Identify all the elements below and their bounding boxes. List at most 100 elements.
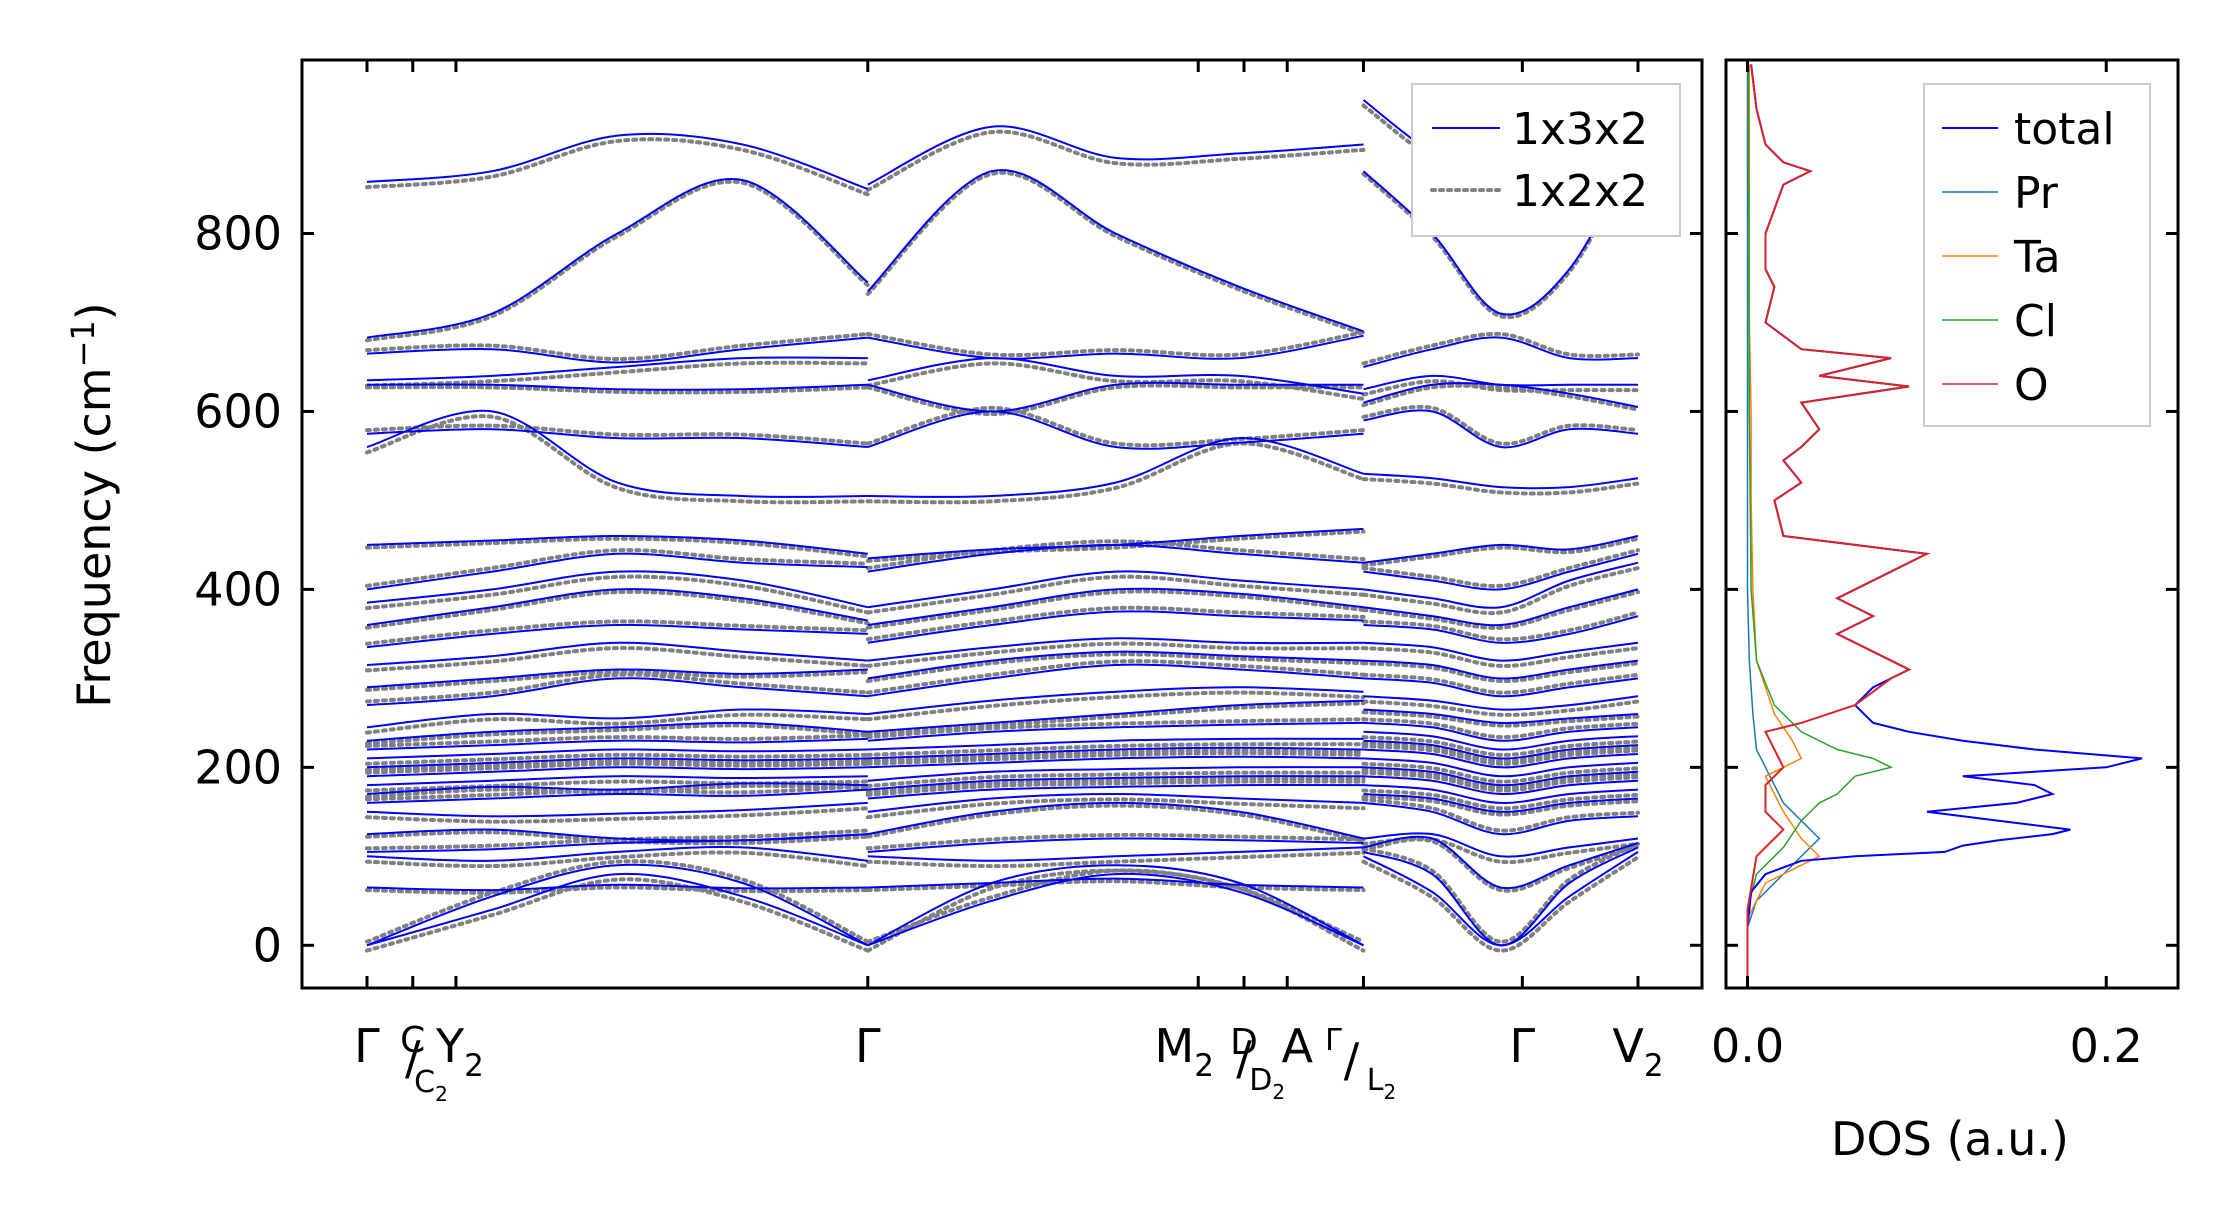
band-line-1x2x2 [1361, 797, 1640, 833]
band-line-1x3x2 [1363, 739, 1639, 760]
band-line-1x3x2 [1363, 588, 1639, 627]
band-line-1x3x2 [1363, 552, 1639, 591]
band-line-1x2x2 [865, 803, 1366, 844]
y-tick-label: 800 [194, 206, 282, 260]
band-line-1x2x2 [1361, 590, 1640, 630]
band-line-1x2x2 [865, 770, 1366, 788]
band-line-1x2x2 [1361, 841, 1640, 944]
band-line-1x2x2 [1361, 646, 1640, 668]
band-line-1x3x2 [366, 588, 868, 626]
band-line-1x2x2 [365, 360, 870, 388]
x-tick-label: C2 [414, 1065, 448, 1106]
band-line-1x3x2 [1363, 535, 1639, 564]
band-line-1x3x2 [867, 125, 1364, 186]
band-line-1x3x2 [1363, 615, 1639, 644]
dos-x-tick-label: 0.2 [2070, 1019, 2143, 1073]
band-line-1x2x2 [865, 797, 1366, 820]
band-line-1x2x2 [1361, 379, 1640, 397]
x-tick-label: Γ [1510, 1019, 1536, 1073]
band-line-1x2x2 [865, 641, 1366, 668]
band-line-1x2x2 [365, 877, 870, 953]
band-line-1x2x2 [365, 759, 870, 772]
band-line-1x3x2 [1363, 846, 1639, 947]
band-line-1x2x2 [865, 605, 1366, 642]
band-line-1x2x2 [865, 129, 1366, 192]
band-line-1x2x2 [865, 383, 1366, 417]
band-line-1x3x2 [867, 410, 1364, 450]
band-line-1x2x2 [1361, 477, 1640, 496]
dos-line-ta [1746, 64, 1821, 988]
band-line-1x2x2 [865, 441, 1366, 505]
band-line-1x3x2 [366, 356, 868, 382]
band-line-1x2x2 [1361, 855, 1640, 953]
band-line-1x2x2 [1361, 536, 1640, 568]
band-line-1x2x2 [1361, 768, 1640, 790]
x-tick-label: / [1236, 1031, 1252, 1085]
band-line-1x2x2 [365, 646, 870, 673]
band-line-1x3x2 [1363, 832, 1639, 858]
band-line-1x3x2 [366, 737, 868, 751]
y-tick-label: 600 [194, 384, 282, 438]
band-line-1x2x2 [865, 659, 1366, 695]
band-line-1x3x2 [1363, 748, 1639, 769]
y-axis-label: Frequency (cm−1) [64, 302, 121, 707]
band-line-1x2x2 [365, 179, 870, 343]
band-line-1x3x2 [867, 864, 1364, 947]
band-line-1x2x2 [1361, 710, 1640, 728]
band-line-1x2x2 [865, 701, 1366, 737]
band-line-1x3x2 [867, 792, 1364, 813]
band-line-1x3x2 [867, 381, 1364, 413]
band-line-1x3x2 [867, 587, 1364, 626]
band-line-1x2x2 [865, 832, 1366, 851]
x-tick-label: / [405, 1031, 421, 1085]
x-tick-label: Γ [1325, 1023, 1342, 1058]
x-tick-label: Γ [855, 1019, 881, 1073]
x-tick-label: V2 [1612, 1019, 1663, 1084]
band-line-1x3x2 [366, 775, 868, 787]
x-tick-label: L2 [1367, 1063, 1396, 1104]
band-line-1x3x2 [1363, 757, 1639, 778]
band-line-1x3x2 [1363, 336, 1639, 368]
band-line-1x3x2 [1363, 775, 1639, 796]
band-line-1x2x2 [865, 405, 1366, 448]
band-line-1x2x2 [865, 776, 1366, 795]
band-line-1x3x2 [1363, 695, 1639, 711]
band-line-1x2x2 [365, 574, 870, 615]
band-line-1x2x2 [365, 423, 870, 446]
band-line-1x3x2 [366, 863, 869, 947]
band-line-1x2x2 [365, 859, 870, 944]
band-line-1x2x2 [365, 619, 870, 646]
dos-line-pr [1746, 64, 1821, 988]
legend-entry: Pr [2014, 168, 2059, 219]
band-line-1x3x2 [366, 721, 868, 742]
band-line-1x2x2 [1361, 761, 1640, 784]
band-line-1x3x2 [1363, 677, 1639, 698]
band-line-1x3x2 [867, 755, 1364, 769]
band-line-1x3x2 [867, 837, 1364, 853]
band-line-1x2x2 [365, 137, 870, 197]
legend-entry: 1x3x2 [1512, 104, 1648, 155]
band-line-1x2x2 [865, 330, 1366, 358]
band-line-1x3x2 [1363, 730, 1639, 751]
band-line-1x3x2 [1363, 721, 1639, 742]
x-tick-label: A [1281, 1019, 1313, 1073]
legend-entry: Cl [2014, 296, 2057, 347]
band-line-1x2x2 [865, 850, 1366, 869]
x-tick-label: Y2 [435, 1019, 484, 1084]
band-line-1x2x2 [365, 761, 870, 775]
legend-entry: Ta [2013, 232, 2061, 283]
band-line-1x3x2 [867, 877, 1364, 889]
band-line-1x2x2 [1361, 770, 1640, 793]
dos-x-axis-label: DOS (a.u.) [1831, 1112, 2069, 1166]
band-line-1x3x2 [1363, 409, 1639, 449]
band-line-1x2x2 [365, 414, 870, 505]
band-line-1x3x2 [366, 748, 868, 760]
x-tick-label: C [400, 1020, 425, 1061]
band-line-1x3x2 [867, 783, 1364, 800]
band-line-1x2x2 [865, 779, 1366, 797]
band-line-1x2x2 [1361, 717, 1640, 740]
band-line-1x2x2 [365, 589, 870, 630]
band-line-1x3x2 [867, 766, 1364, 782]
band-line-1x2x2 [865, 868, 1366, 944]
